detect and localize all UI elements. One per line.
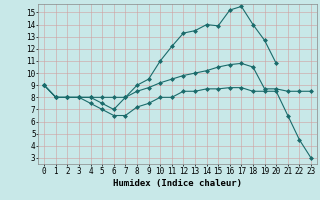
X-axis label: Humidex (Indice chaleur): Humidex (Indice chaleur) xyxy=(113,179,242,188)
